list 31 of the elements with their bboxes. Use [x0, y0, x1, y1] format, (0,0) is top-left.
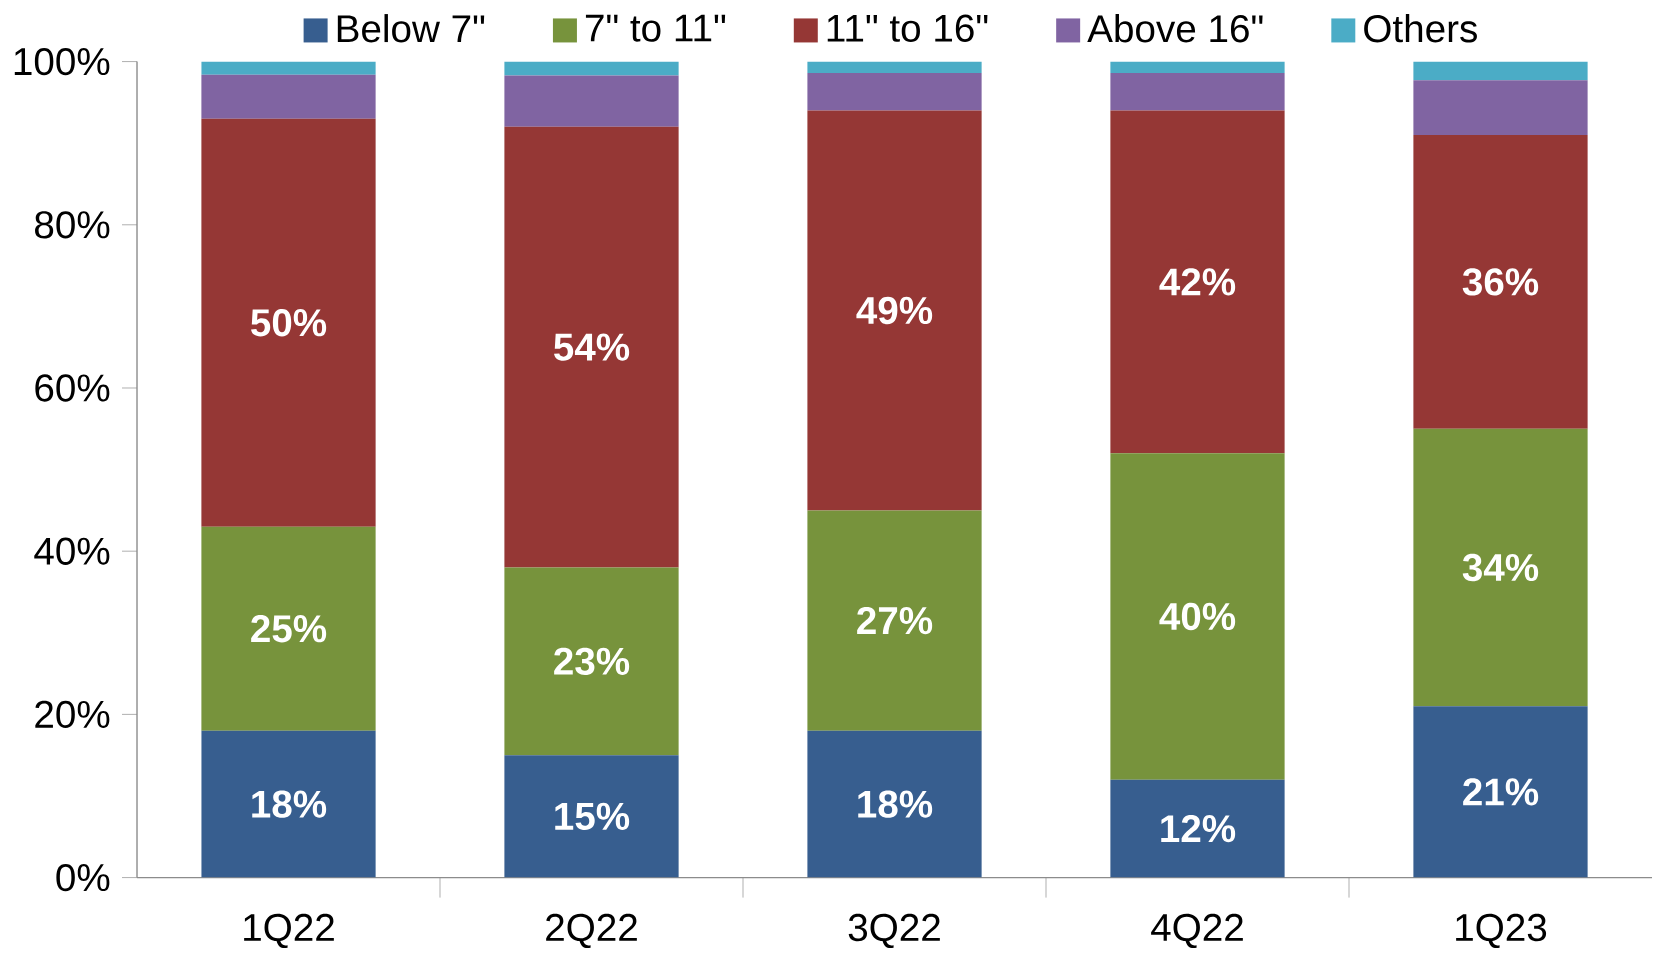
x-tick-label: 1Q22	[244, 914, 334, 949]
data-label: 27%	[857, 607, 933, 635]
y-tick-label: 0%	[56, 864, 110, 892]
x-tick-label: 2Q22	[546, 914, 637, 949]
data-label: 50%	[251, 309, 327, 337]
data-label: 21%	[1463, 778, 1539, 806]
data-label: 23%	[554, 647, 630, 676]
data-label: 18%	[252, 790, 327, 818]
data-label: 15%	[555, 802, 630, 831]
y-tick-label: 40%	[34, 537, 110, 566]
legend-label: Below 7"	[337, 14, 485, 43]
x-tick-label: 4Q22	[1151, 914, 1243, 949]
legend-label: 11" to 16"	[827, 14, 988, 43]
x-tick-label: 1Q23	[1456, 914, 1547, 949]
data-label: 49%	[856, 296, 933, 325]
y-tick-label: 60%	[35, 374, 110, 402]
data-label: 36%	[1462, 268, 1539, 296]
legend-label: Above 16"	[1087, 14, 1263, 43]
data-label: 34%	[1462, 553, 1539, 582]
data-label: 54%	[554, 333, 630, 361]
legend-label: 7" to 11"	[585, 14, 726, 42]
y-tick-label: 20%	[35, 700, 110, 729]
data-label: 12%	[1161, 815, 1236, 843]
data-label: 40%	[1159, 602, 1236, 631]
y-tick-label: 80%	[35, 211, 110, 239]
y-tick-label: 100%	[14, 48, 110, 76]
legend-label: Others	[1364, 14, 1477, 43]
x-tick-label: 3Q22	[848, 914, 940, 949]
data-label: 25%	[251, 615, 327, 643]
data-label: 42%	[1159, 268, 1236, 296]
data-label: 18%	[858, 790, 933, 818]
